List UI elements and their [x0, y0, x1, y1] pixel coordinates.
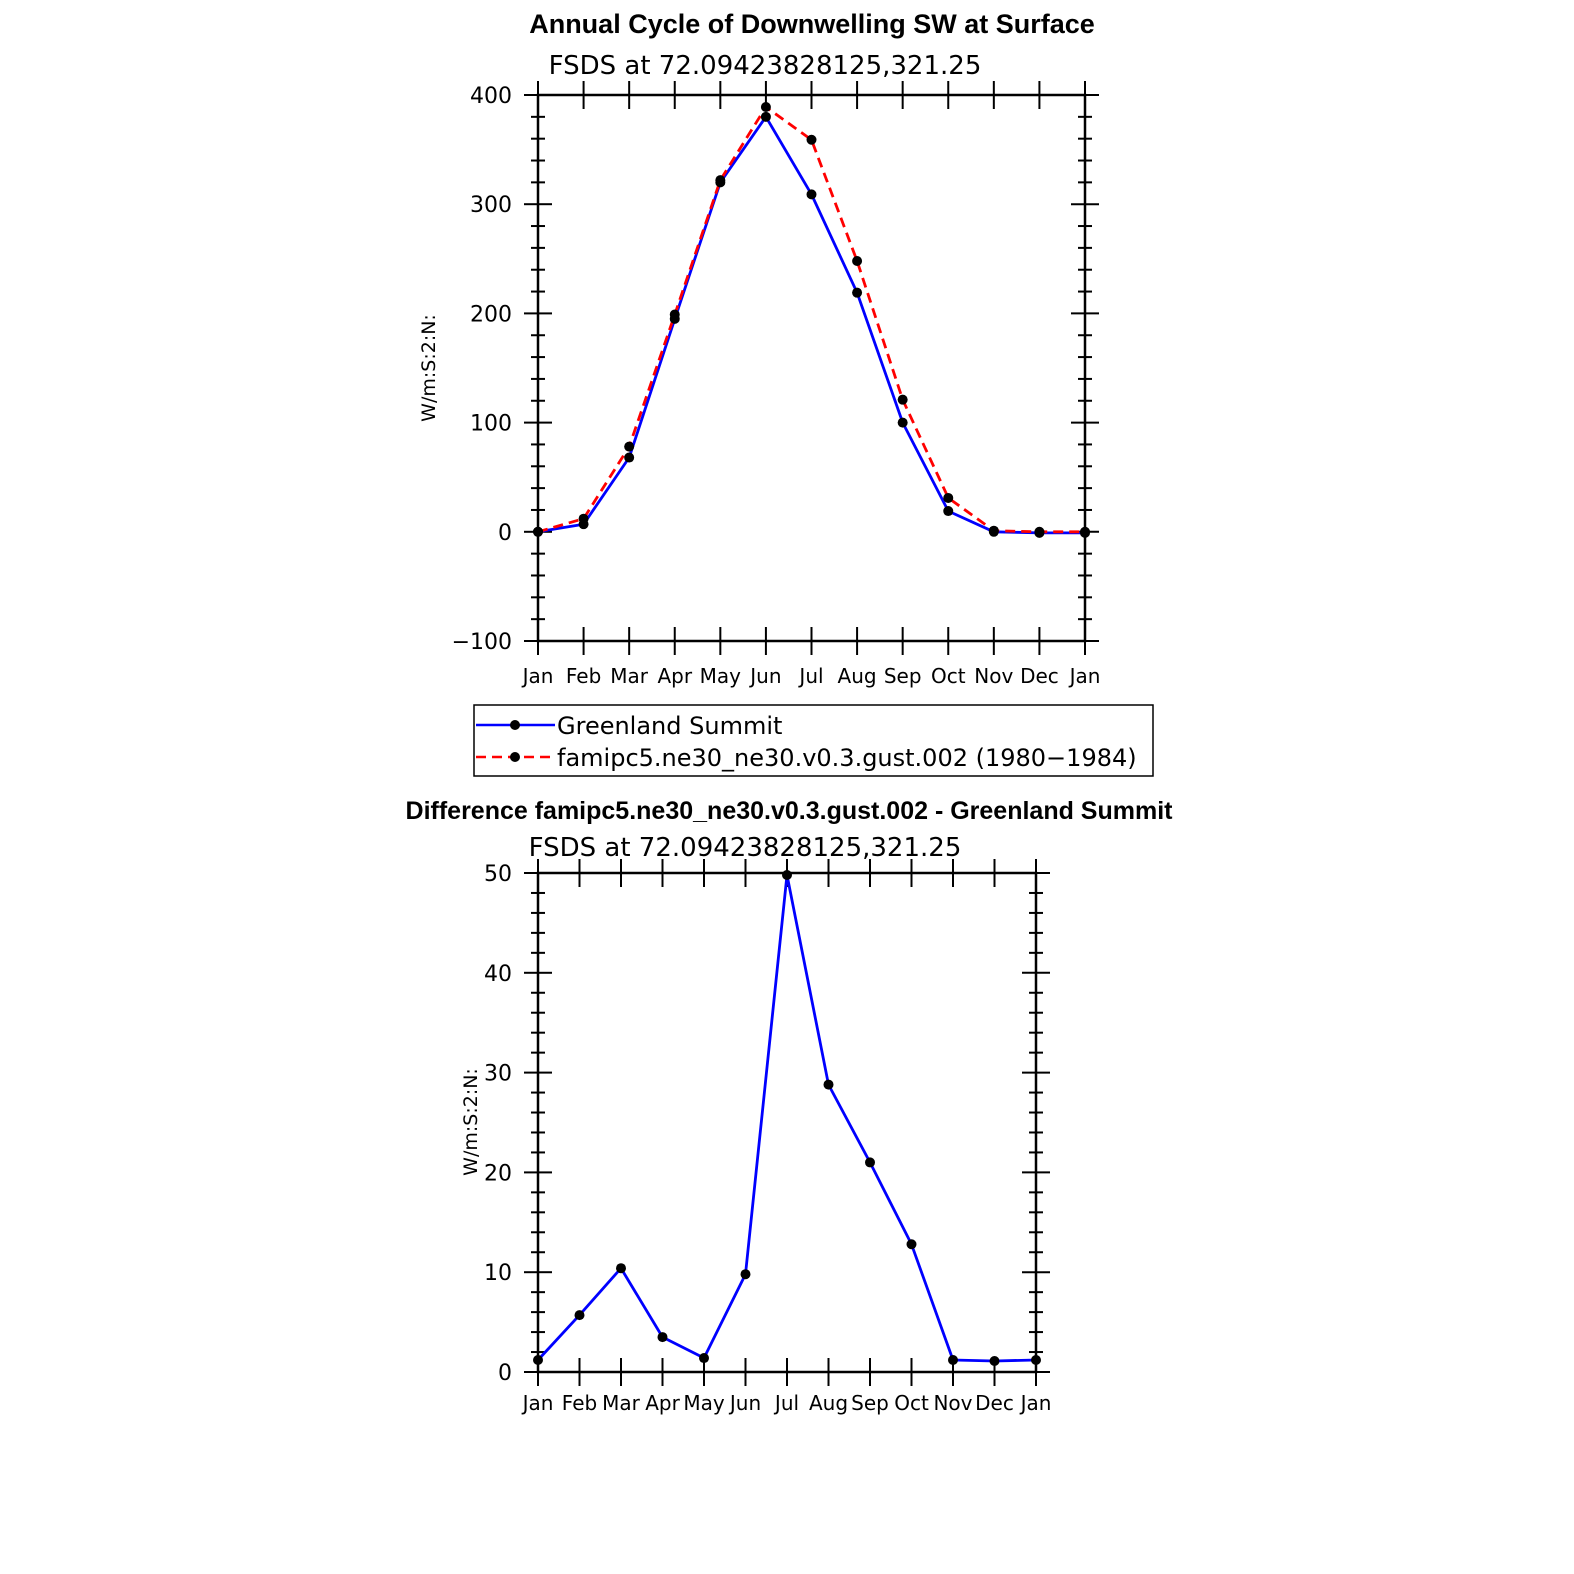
plot-axes: −100 0 100 200 300 400 Jan Feb Mar Apr May Jun Jul Au…: [452, 81, 1101, 688]
y-tick-label: 400: [470, 84, 512, 109]
legend-box: [473, 704, 1154, 777]
series-line-0: [537, 115, 1085, 535]
y-tick-label: 300: [470, 193, 512, 218]
x-tick-label: Aug: [809, 1391, 848, 1415]
data-point-s0-9: [943, 506, 954, 517]
data-point-s1-9: [943, 492, 954, 503]
data-point-s0-8: [897, 417, 908, 428]
data-point-s0-7: [852, 287, 863, 298]
data-point-s1-8: [897, 394, 908, 405]
plot-frame: [536, 93, 1087, 643]
annual-cycle-chart: Annual Cycle of Downwelling SW at Surfac…: [418, 9, 1154, 777]
legend-marker-greenland: [510, 720, 520, 730]
x-tick-label: Jun: [748, 664, 781, 688]
data-point-s1-11: [1034, 526, 1045, 537]
y-tick-label: 0: [498, 521, 512, 546]
plot-series: [537, 105, 1085, 535]
legend-label-model: famipc5.ne30_ne30.v0.3.gust.002 (1980−19…: [557, 744, 1137, 772]
data-point-s1-4: [715, 175, 726, 186]
data-point-s0-8: [865, 1157, 875, 1168]
data-point-s0-2: [624, 452, 635, 463]
y-tick-label: 0: [498, 1361, 512, 1386]
data-point-s1-10: [988, 525, 999, 536]
x-tick-label: Nov: [974, 664, 1013, 688]
x-tick-label: Jul: [773, 1391, 799, 1415]
data-point-s0-12: [1031, 1355, 1041, 1366]
y-tick-label: −100: [452, 630, 512, 655]
data-point-s0-7: [823, 1079, 834, 1090]
data-point-s1-1: [578, 513, 589, 524]
x-tick-label: Apr: [657, 664, 692, 688]
data-point-s0-9: [906, 1239, 917, 1250]
data-point-s1-7: [852, 255, 863, 266]
data-point-s1-6: [806, 134, 817, 145]
x-tick-label: Jul: [797, 664, 823, 688]
x-tick-label: Dec: [975, 1391, 1014, 1415]
y-tick-label: 30: [484, 1062, 512, 1087]
legend-label-greenland: Greenland Summit: [557, 712, 782, 740]
x-tick-label: Feb: [566, 664, 601, 688]
y-tick-label: 40: [484, 962, 512, 987]
data-point-s0-11: [989, 1356, 1000, 1367]
x-tick-label: Oct: [894, 1391, 929, 1415]
data-point-s0-6: [806, 189, 817, 200]
data-point-s0-5: [760, 111, 771, 122]
plot-markers: [533, 869, 1041, 1367]
y-tick-label: 10: [484, 1261, 512, 1286]
data-point-s0-3: [657, 1332, 668, 1343]
data-point-s1-3: [669, 309, 680, 320]
y-tick-label: 20: [484, 1161, 512, 1186]
chart-title: Annual Cycle of Downwelling SW at Surfac…: [529, 9, 1095, 39]
x-tick-label: Oct: [931, 664, 966, 688]
data-point-s0-5: [740, 1269, 751, 1280]
x-tick-label: Jan: [1068, 664, 1101, 688]
data-point-s1-0: [533, 526, 543, 537]
data-point-s1-2: [624, 441, 635, 452]
series-line-1: [537, 105, 1085, 534]
x-tick-label: Feb: [562, 1391, 597, 1415]
y-axis-label: W/m:S:2:N:: [418, 314, 440, 422]
x-tick-label: Jan: [521, 1391, 554, 1415]
x-tick-label: Mar: [602, 1391, 641, 1415]
data-point-s0-6: [782, 869, 792, 880]
x-tick-label: Mar: [610, 664, 649, 688]
x-tick-label: Nov: [933, 1391, 972, 1415]
plot-markers: [533, 102, 1090, 538]
data-point-s0-0: [533, 1355, 543, 1366]
y-tick-label: 100: [470, 412, 512, 437]
x-tick-label: May: [700, 664, 742, 688]
chart-title: Difference famipc5.ne30_ne30.v0.3.gust.0…: [406, 797, 1174, 825]
chart-subtitle: FSDS at 72.09423828125,321.25: [549, 51, 982, 81]
data-point-s0-2: [616, 1263, 626, 1274]
data-point-s0-10: [948, 1355, 958, 1366]
x-tick-label: Aug: [838, 664, 877, 688]
x-tick-label: May: [683, 1391, 725, 1415]
plot-axes: 0 10 20 30 40 50 Jan Feb Mar Apr May Jun Jul Aug Sep Oc…: [484, 859, 1051, 1415]
plot-frame: [536, 871, 1038, 1374]
data-point-s1-5: [760, 102, 771, 113]
x-tick-label: Sep: [884, 664, 922, 688]
difference-chart: Difference famipc5.ne30_ne30.v0.3.gust.0…: [406, 797, 1174, 1415]
data-point-s0-4: [699, 1353, 709, 1364]
chart-subtitle: FSDS at 72.09423828125,321.25: [529, 833, 962, 863]
y-tick-label: 50: [484, 862, 512, 887]
x-tick-label: Apr: [645, 1391, 680, 1415]
series-line-0: [536, 873, 1037, 1363]
legend-marker-model: [510, 752, 520, 762]
data-point-s0-1: [574, 1310, 585, 1321]
x-tick-label: Jan: [1019, 1391, 1052, 1415]
x-tick-label: Sep: [851, 1391, 889, 1415]
x-tick-label: Jan: [521, 664, 554, 688]
data-point-s1-12: [1080, 526, 1090, 537]
legend: Greenland Summit famipc5.ne30_ne30.v0.3.…: [473, 704, 1154, 777]
x-tick-label: Dec: [1020, 664, 1059, 688]
plot-series: [536, 873, 1037, 1363]
y-axis-label: W/m:S:2:N:: [460, 1068, 482, 1176]
y-tick-label: 200: [470, 302, 512, 327]
x-tick-label: Jun: [728, 1391, 761, 1415]
